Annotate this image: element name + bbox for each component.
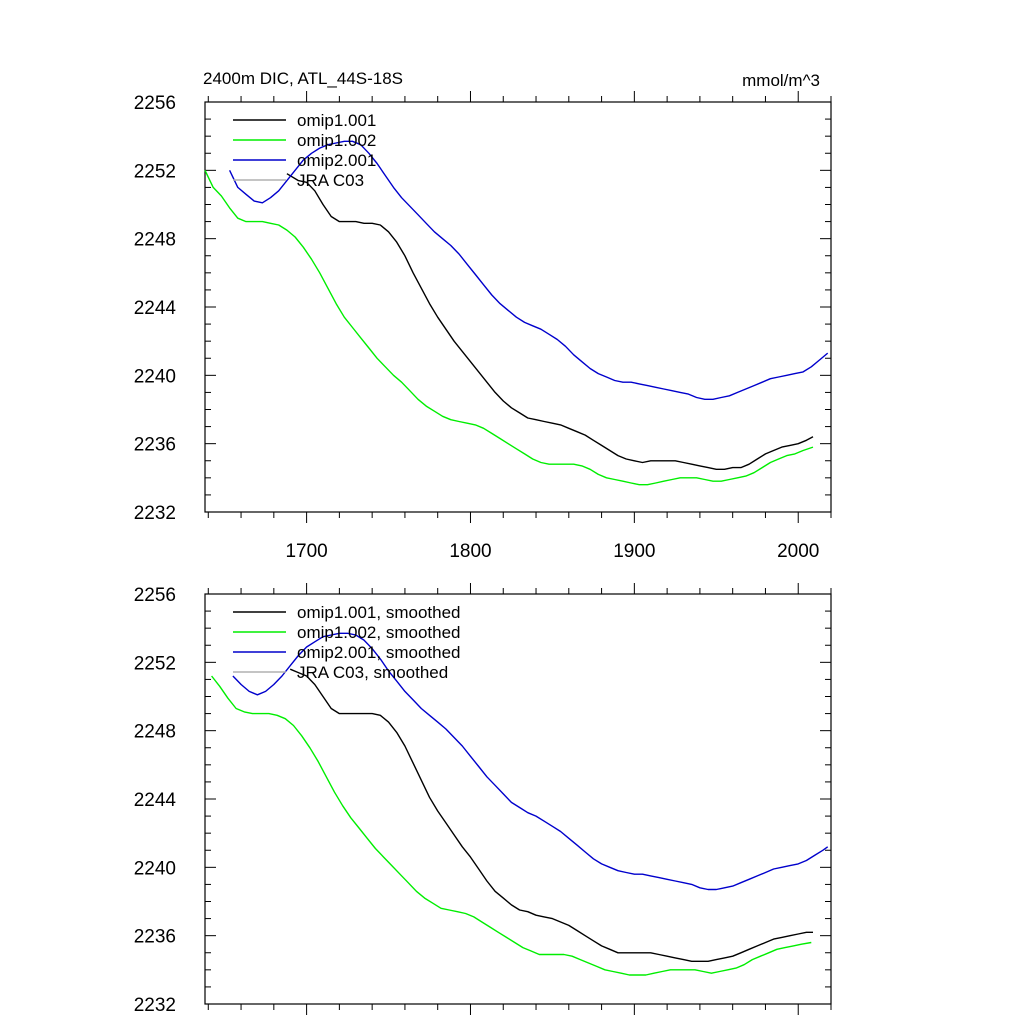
y-tick-label: 2248 [134,722,176,743]
y-tick-label: 2252 [134,161,176,182]
legend-label: JRA C03, smoothed [297,663,448,682]
legend-label: omip1.001 [297,111,376,130]
x-tick-label: 1800 [449,541,491,562]
y-tick-label: 2240 [134,858,176,879]
series-line-omip1-002 [211,675,812,976]
series-line-omip1-002 [204,169,814,486]
chart-title: 2400m DIC, ATL_44S-18S [203,69,403,88]
series-line-omip2-001 [228,140,829,400]
y-tick-label: 2252 [134,653,176,674]
y-tick-label: 2256 [134,93,176,114]
y-tick-label: 2232 [134,503,176,524]
y-tick-label: 2244 [134,790,177,811]
legend-label: omip1.002 [297,131,376,150]
units-label: mmol/m^3 [742,71,820,90]
y-tick-label: 2236 [134,927,176,948]
series-line-omip1-001 [289,668,813,962]
series-line-omip1-001 [286,173,814,470]
legend-label: omip2.001, smoothed [297,643,461,662]
series-line-omip2-001 [232,632,829,891]
y-tick-label: 2248 [134,230,176,251]
y-tick-label: 2232 [134,995,176,1016]
x-tick-label: 2000 [777,541,819,562]
x-tick-label: 1700 [285,541,327,562]
legend-label: omip1.001, smoothed [297,603,461,622]
legend-label: omip1.002, smoothed [297,623,461,642]
y-tick-label: 2256 [134,585,176,606]
plot-frame [204,593,832,1005]
y-tick-label: 2236 [134,435,176,456]
x-tick-label: 1900 [613,541,655,562]
legend-label: omip2.001 [297,151,376,170]
plot-frame [204,101,832,513]
y-tick-label: 2240 [134,366,176,387]
y-tick-label: 2244 [134,298,177,319]
top-panel: 2400m DIC, ATL_44S-18S mmol/m^3 2232 2236… [134,69,832,562]
bottom-panel: 2232 2236 2240 2244 2248 2252 2256 omip1.001, s… [134,583,832,1016]
legend-label: JRA C03 [297,171,364,190]
